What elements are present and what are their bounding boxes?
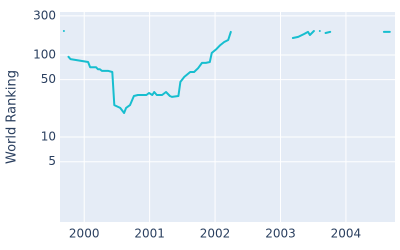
- y-tick-label: 50: [41, 72, 56, 86]
- plot-area: [60, 12, 395, 222]
- x-tick-label: 2002: [200, 227, 231, 241]
- line: [62, 30, 391, 114]
- y-tick-label: 100: [33, 47, 56, 61]
- y-tick-label: 10: [41, 129, 56, 143]
- y-tick-label: 5: [48, 154, 56, 168]
- x-tick-label: 2004: [331, 227, 362, 241]
- x-tick-label: 2003: [265, 227, 296, 241]
- y-axis-label: World Ranking: [5, 70, 20, 164]
- x-tick-label: 2001: [134, 227, 165, 241]
- x-tick-label: 2000: [69, 227, 100, 241]
- y-tick-label: 300: [33, 8, 56, 22]
